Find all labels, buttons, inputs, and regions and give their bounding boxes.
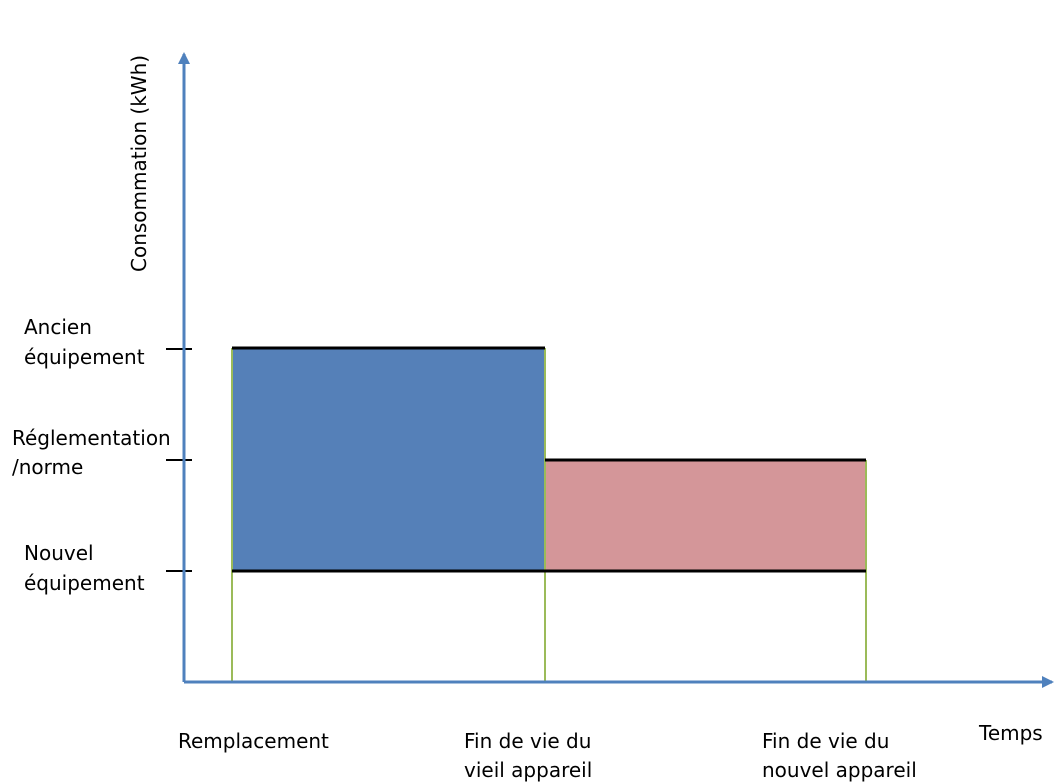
new-equipment-area: [545, 460, 866, 571]
event-label-old-end-line2: vieil appareil: [464, 758, 592, 782]
event-label-new-end-line2: nouvel appareil: [762, 758, 917, 782]
y-axis-title: Consommation (kWh): [127, 55, 151, 272]
x-axis-title: Temps: [978, 721, 1043, 745]
level-label-new-equipment-line2: équipement: [24, 571, 145, 595]
level-label-old-equipment-line2: équipement: [24, 345, 145, 369]
level-label-regulation-line2: /norme: [12, 455, 83, 479]
event-label-replacement: Remplacement: [178, 729, 329, 753]
event-label-new-end-line1: Fin de vie du: [762, 729, 889, 753]
old-equipment-area: [232, 348, 545, 571]
level-label-regulation-line1: Réglementation: [12, 426, 171, 450]
level-label-new-equipment-line1: Nouvel: [24, 541, 94, 565]
event-label-old-end-line1: Fin de vie du: [464, 729, 591, 753]
level-label-old-equipment-line1: Ancien: [24, 315, 92, 339]
